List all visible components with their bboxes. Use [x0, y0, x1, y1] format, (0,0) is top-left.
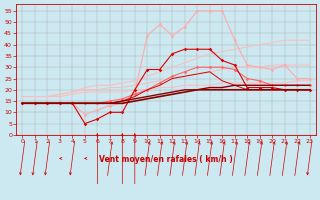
X-axis label: Vent moyen/en rafales ( km/h ): Vent moyen/en rafales ( km/h ) [99, 155, 233, 164]
